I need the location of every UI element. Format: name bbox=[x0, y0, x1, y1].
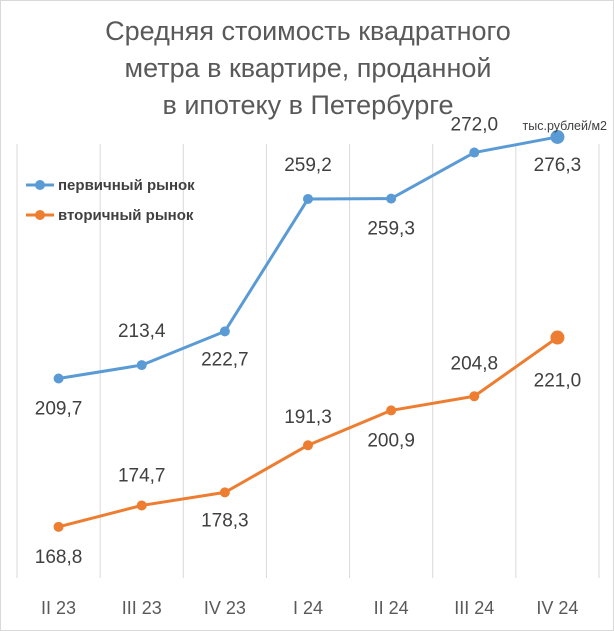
data-label: 174,7 bbox=[118, 465, 166, 486]
data-point bbox=[303, 440, 313, 451]
chart-title: Средняя стоимость квадратного метра в кв… bbox=[1, 13, 613, 124]
data-label: 259,3 bbox=[367, 219, 415, 240]
x-tick-label: III 24 bbox=[454, 598, 494, 618]
data-point bbox=[219, 326, 230, 337]
x-tick-label: I 24 bbox=[293, 598, 323, 618]
data-point bbox=[136, 360, 147, 371]
series-group bbox=[53, 129, 565, 532]
data-label: 178,3 bbox=[201, 510, 249, 531]
legend-swatch-secondary bbox=[26, 210, 54, 220]
data-point bbox=[550, 129, 565, 144]
data-label: 213,4 bbox=[118, 321, 166, 342]
x-axis-ticks: II 23 III 23 IV 23 I 24 II 24 III 24 IV 24 bbox=[41, 598, 578, 618]
data-point bbox=[550, 330, 565, 345]
data-label: 209,7 bbox=[35, 399, 83, 420]
chart-title-line-2: метра в квартире, проданной bbox=[124, 53, 492, 83]
x-tick-label: III 23 bbox=[122, 598, 162, 618]
data-label: 191,3 bbox=[284, 407, 332, 428]
data-label: 168,8 bbox=[35, 547, 83, 568]
data-label: 204,8 bbox=[451, 353, 499, 374]
chart-title-line-3: в ипотеку в Петербурге bbox=[162, 90, 454, 120]
legend-label-primary: первичный рынок bbox=[58, 177, 195, 194]
data-point bbox=[386, 405, 397, 416]
x-tick-label: II 23 bbox=[41, 598, 76, 618]
data-label: 276,3 bbox=[534, 155, 582, 176]
data-label: 259,2 bbox=[284, 155, 332, 176]
data-label: 222,7 bbox=[201, 349, 249, 370]
data-point bbox=[303, 193, 313, 204]
x-tick-label: IV 24 bbox=[536, 598, 578, 618]
chart-title-line-1: Средняя стоимость квадратного bbox=[105, 16, 511, 46]
data-point bbox=[53, 373, 64, 384]
unit-label: тыс.рублей/м2 bbox=[522, 119, 607, 133]
x-tick-label: IV 23 bbox=[204, 598, 246, 618]
data-label: 221,0 bbox=[534, 371, 582, 392]
data-point bbox=[469, 147, 480, 158]
x-tick-label: II 24 bbox=[374, 598, 409, 618]
data-point bbox=[469, 391, 480, 402]
data-point bbox=[386, 193, 397, 204]
data-point bbox=[53, 521, 64, 532]
data-point bbox=[219, 487, 230, 498]
legend-swatch-primary bbox=[26, 180, 54, 190]
data-label: 272,0 bbox=[451, 115, 499, 136]
legend-label-secondary: вторичный рынок bbox=[58, 207, 194, 224]
data-labels: 209,7 213,4 222,7 259,2 259,3 272,0 276,3 168,8… bbox=[35, 115, 581, 568]
gridlines bbox=[16, 144, 600, 578]
data-point bbox=[136, 500, 147, 511]
data-label: 200,9 bbox=[367, 430, 415, 451]
